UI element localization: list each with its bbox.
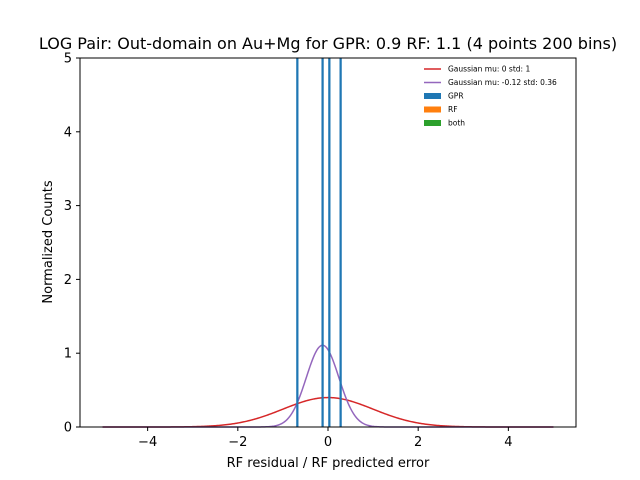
x-tick-label: −2 [228,435,247,450]
legend-label: both [448,119,465,128]
y-tick-label: 1 [64,347,72,362]
legend-label: Gaussian mu: -0.12 std: 0.36 [448,78,557,87]
x-axis-label: RF residual / RF predicted error [227,456,430,471]
legend-patch-swatch [424,120,441,126]
y-tick-label: 2 [64,273,72,288]
x-tick-label: 2 [414,435,422,450]
gpr-bar-1 [296,58,299,427]
gpr-bar-3 [328,58,331,427]
gpr-bar-2 [321,58,324,427]
legend-label: GPR [448,92,464,101]
legend-patch-swatch [424,106,441,113]
y-tick-label: 3 [64,199,72,214]
y-axis-label: Normalized Counts [41,180,56,303]
legend-label: Gaussian mu: 0 std: 1 [448,65,530,74]
x-tick-label: −4 [138,435,157,450]
plot-area: −4 −2 0 2 4 0 1 2 3 4 5 [64,52,577,450]
y-tick-label: 5 [64,52,72,67]
y-tick-label: 0 [64,421,72,436]
chart-title: LOG Pair: Out-domain on Au+Mg for GPR: 0… [39,34,617,53]
y-tick-label: 4 [64,125,72,140]
legend-patch-swatch [424,93,441,99]
x-tick-label: 0 [324,435,332,450]
legend: Gaussian mu: 0 std: 1 Gaussian mu: -0.12 … [424,65,557,128]
legend-label: RF [448,105,458,114]
x-tick-label: 4 [504,435,512,450]
gpr-bar-4 [339,58,342,427]
